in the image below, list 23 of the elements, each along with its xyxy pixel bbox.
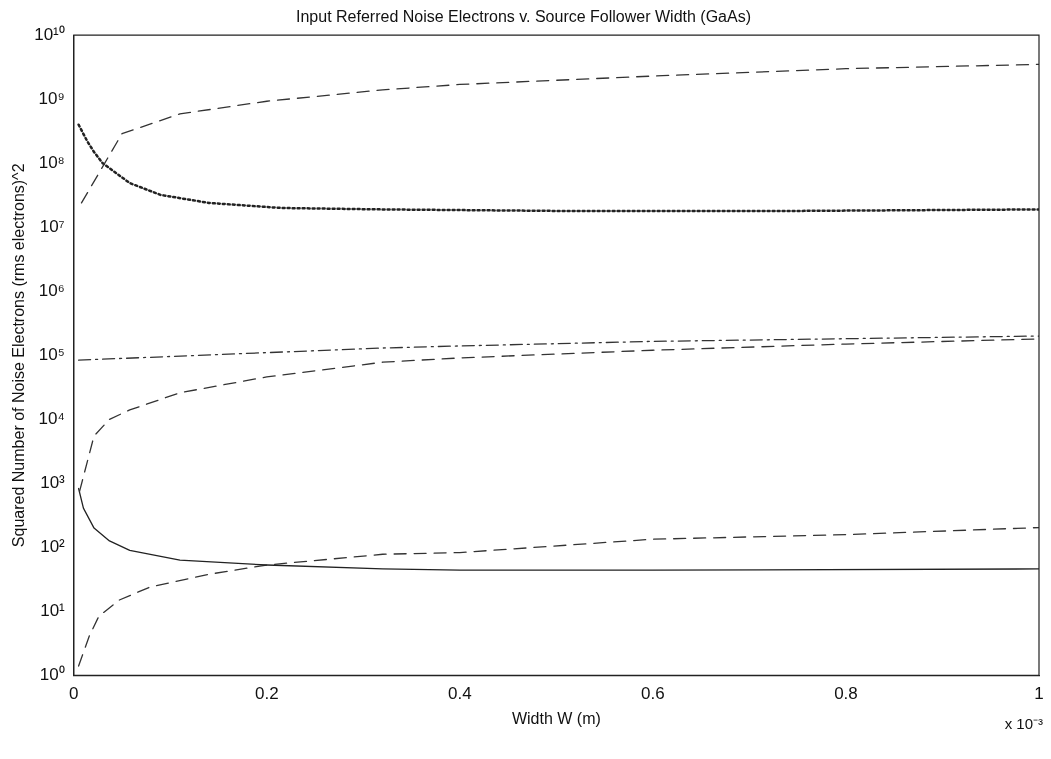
chart-title: Input Referred Noise Electrons v. Source Follower Width (GaAs) <box>296 8 751 26</box>
line-series <box>80 63 1039 204</box>
y-tick-label: 10¹⁰ <box>34 24 65 44</box>
y-tick-label: 10⁹ <box>38 88 65 108</box>
y-tick-label: 10⁴ <box>38 409 65 429</box>
y-tick-label: 10⁷ <box>39 216 65 236</box>
x-tick-label: 0.8 <box>834 684 858 704</box>
y-tick-label: 10¹ <box>40 601 66 621</box>
text: x 10⁻³ <box>1004 715 1043 733</box>
y-tick-label: 10⁰ <box>39 665 65 685</box>
y-tick-label: 10² <box>40 537 66 557</box>
x-tick-label: 0 <box>69 684 79 704</box>
x-tick-label: 0.6 <box>641 684 665 704</box>
y-tick-label: 10³ <box>40 473 66 493</box>
x-tick-label: 0.4 <box>448 684 472 704</box>
x-tick-label: 0.2 <box>255 684 279 704</box>
x-axis-title: Width W (m) <box>511 709 601 727</box>
y-tick-label: 10⁵ <box>38 344 65 364</box>
y-axis-title: Squared Number of Noise Electrons (rms electrons)^2 <box>10 163 28 548</box>
y-tick-label: 10⁸ <box>38 152 65 172</box>
y-tick-label: 10⁶ <box>38 280 65 300</box>
line-series <box>77 526 1039 667</box>
x-tick-label: 1 <box>1034 684 1044 704</box>
